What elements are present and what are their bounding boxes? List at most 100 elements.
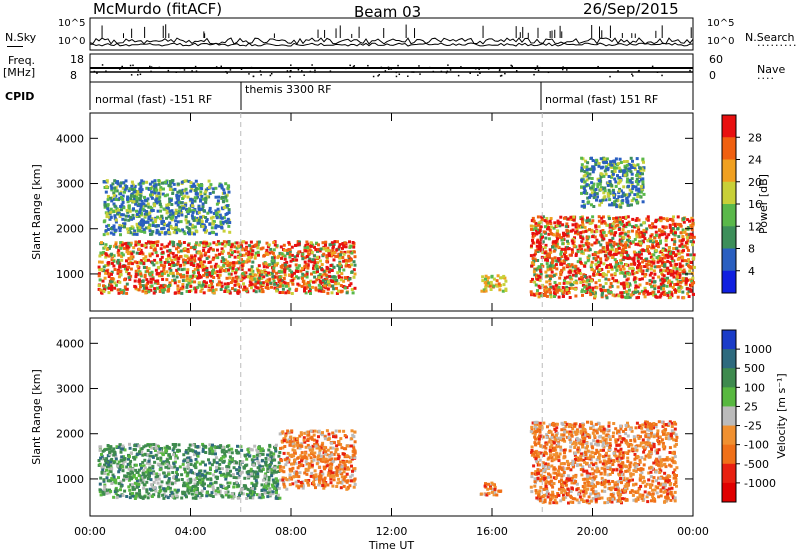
power-cell-region-4 (605, 157, 609, 161)
power-cell-region-3 (593, 230, 597, 234)
velocity-cell-region-0 (142, 483, 146, 487)
power-cell-region-0 (176, 242, 180, 246)
power-cell-region-3 (626, 238, 630, 242)
power-cell-region-1 (219, 221, 223, 225)
power-cell-region-4 (607, 188, 611, 192)
power-cell-region-0 (181, 285, 185, 289)
power-cell-region-3 (670, 280, 674, 284)
power-cell-region-0 (188, 279, 192, 282)
power-cell-region-0 (275, 244, 279, 248)
power-cell-region-0 (291, 282, 295, 286)
power-cell-region-1 (200, 187, 204, 191)
power-cell-region-0 (115, 245, 119, 249)
power-cell-region-1 (139, 190, 143, 194)
power-cell-region-3 (605, 241, 609, 245)
power-cell-region-3 (675, 272, 679, 276)
power-cell-region-0 (155, 254, 159, 258)
nave-dot (137, 69, 140, 71)
power-cell-region-0 (138, 240, 141, 244)
power-cell-region-0 (205, 281, 208, 285)
power-cell-region-1 (116, 180, 119, 184)
power-cell-region-3 (657, 265, 661, 269)
power-data-cells (97, 113, 696, 311)
power-cell-region-1 (199, 190, 203, 194)
power-cell-region-3 (626, 292, 630, 296)
power-cell-region-0 (209, 265, 213, 269)
velocity-cell-region-0 (265, 481, 268, 485)
power-cell-region-4 (631, 159, 634, 163)
power-cell-region-3 (615, 268, 619, 272)
power-cell-region-0 (222, 263, 226, 267)
power-cell-region-1 (146, 197, 150, 201)
power-cell-region-0 (249, 267, 253, 271)
power-cell-region-0 (98, 268, 102, 272)
power-cell-region-4 (610, 203, 614, 207)
power-cell-region-3 (618, 217, 622, 221)
power-cell-region-4 (610, 175, 613, 179)
power-cell-region-4 (593, 191, 597, 195)
power-cell-region-0 (112, 254, 116, 258)
power-cell-region-4 (641, 180, 645, 184)
nave-dot (167, 69, 170, 72)
power-cell-region-3 (599, 243, 603, 247)
power-cell-region-0 (258, 289, 262, 293)
power-cell-region-0 (288, 250, 292, 254)
power-cell-region-0 (153, 281, 157, 285)
velocity-cell-region-0 (164, 465, 168, 469)
nave-dot (440, 70, 443, 73)
power-cell-region-1 (168, 197, 172, 201)
velocity-cell-region-0 (143, 458, 147, 462)
power-cell-region-3 (531, 228, 535, 232)
power-cell-region-3 (686, 253, 690, 257)
power-cell-region-3 (537, 223, 541, 227)
power-cell-region-3 (686, 248, 690, 252)
velocity-cell-region-0 (134, 463, 138, 467)
power-cell-region-3 (544, 236, 548, 240)
power-cell-region-0 (289, 279, 293, 283)
power-cell-region-0 (116, 270, 120, 274)
power-cell-region-3 (670, 273, 674, 277)
power-cell-region-0 (337, 245, 341, 249)
power-cell-region-1 (187, 179, 191, 183)
power-cell-region-3 (560, 236, 563, 240)
power-cell-region-0 (132, 246, 136, 250)
power-cell-region-0 (344, 264, 348, 268)
power-cell-region-0 (110, 286, 114, 290)
power-cell-region-0 (120, 258, 124, 262)
power-cell-region-1 (144, 220, 148, 224)
power-cell-region-0 (125, 291, 129, 295)
power-cell-region-0 (337, 282, 341, 286)
power-cell-region-0 (156, 279, 160, 283)
power-cell-region-4 (618, 179, 622, 183)
power-cell-region-1 (192, 182, 196, 186)
power-cell-region-0 (202, 273, 206, 277)
power-cell-region-1 (182, 206, 186, 210)
power-cell-region-3 (657, 290, 661, 294)
power-cell-region-3 (615, 293, 619, 297)
power-cell-region-0 (99, 288, 103, 292)
power-cell-region-0 (283, 263, 287, 267)
power-cell-region-1 (167, 215, 171, 219)
power-cell-region-3 (666, 272, 670, 275)
power-cell-region-3 (673, 283, 677, 286)
power-cell-region-0 (338, 269, 341, 273)
power-cell-region-0 (179, 249, 183, 253)
power-cell-region-1 (121, 197, 125, 201)
power-cell-region-3 (666, 255, 670, 259)
power-cell-region-3 (576, 260, 580, 264)
power-cell-region-3 (660, 292, 664, 296)
power-cell-region-3 (566, 217, 570, 221)
velocity-cell-region-0 (248, 454, 252, 458)
power-cell-region-3 (609, 248, 613, 252)
power-cell-region-1 (159, 209, 162, 213)
power-cell-region-3 (688, 265, 691, 268)
power-cell-region-4 (614, 199, 618, 203)
power-cell-region-3 (593, 235, 597, 239)
power-cell-region-3 (536, 239, 540, 243)
power-cell-region-3 (685, 232, 689, 236)
power-cell-region-0 (310, 260, 314, 264)
power-cell-region-3 (602, 288, 606, 292)
power-cell-region-0 (319, 247, 323, 251)
power-cell-region-3 (620, 261, 623, 265)
velocity-cell-region-0 (152, 493, 156, 497)
